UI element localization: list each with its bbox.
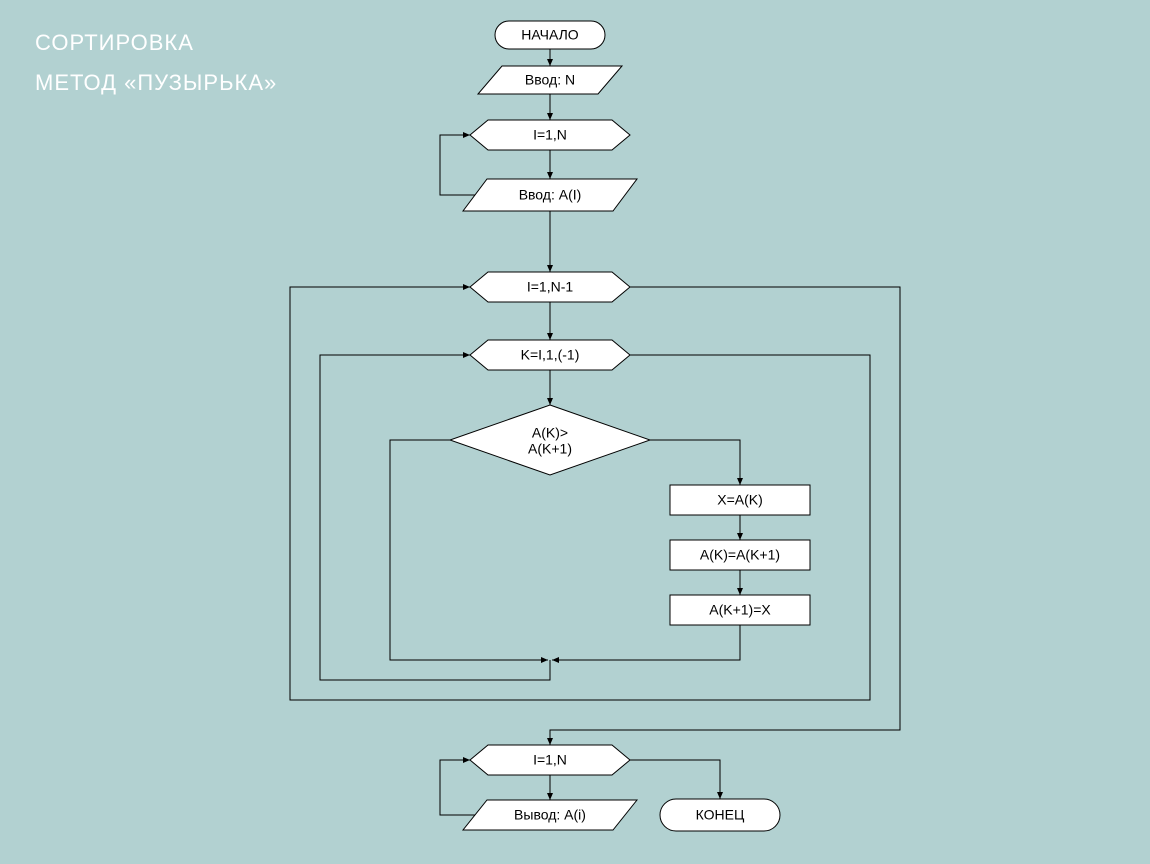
svg-text:I=1,N: I=1,N: [533, 752, 567, 768]
svg-text:A(K)>: A(K)>: [532, 425, 568, 441]
svg-text:K=I,1,(-1): K=I,1,(-1): [521, 347, 580, 363]
svg-text:I=1,N: I=1,N: [533, 127, 567, 143]
flowchart-canvas: НАЧАЛО Ввод: N I=1,N Ввод: A(I) I=1,N-1 K=I,1…: [0, 0, 1150, 864]
svg-text:A(K+1)=X: A(K+1)=X: [709, 602, 771, 618]
svg-text:Ввод: A(I): Ввод: A(I): [519, 187, 582, 203]
svg-text:Вывод: A(i): Вывод: A(i): [514, 807, 586, 823]
svg-text:НАЧАЛО: НАЧАЛО: [521, 27, 579, 43]
svg-text:КОНЕЦ: КОНЕЦ: [696, 807, 745, 823]
svg-text:I=1,N-1: I=1,N-1: [527, 279, 574, 295]
svg-text:A(K+1): A(K+1): [528, 441, 572, 457]
svg-text:Ввод: N: Ввод: N: [525, 72, 575, 88]
svg-text:A(K)=A(K+1): A(K)=A(K+1): [700, 547, 780, 563]
svg-text:X=A(K): X=A(K): [717, 492, 763, 508]
